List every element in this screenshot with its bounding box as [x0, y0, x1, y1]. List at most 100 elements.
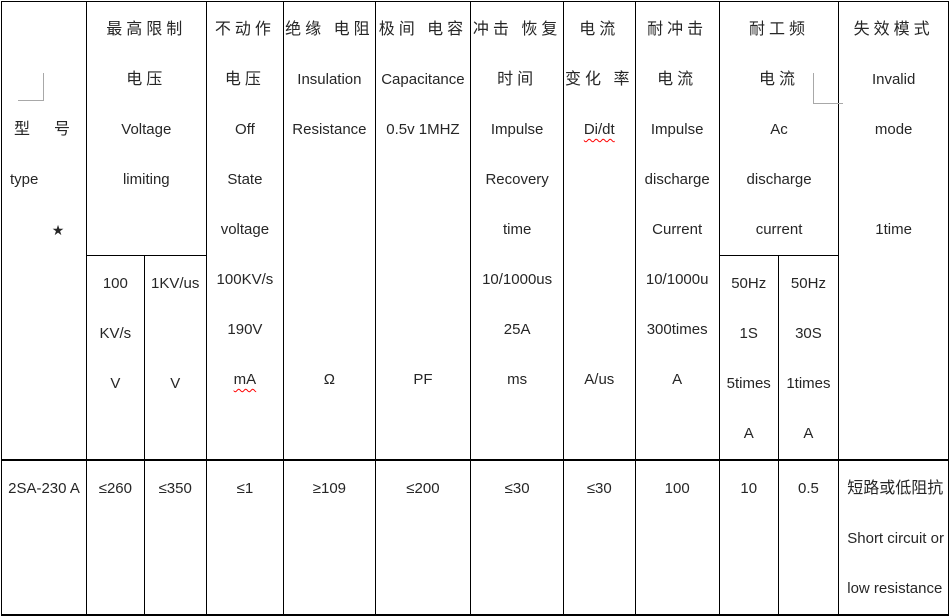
cell-line [146, 309, 205, 359]
cell-line: 30S [795, 325, 822, 342]
cell-line: ≤350 [158, 480, 192, 497]
header-capacitance: 极间 电容 Capacitance 0.5v 1MHZ PF [374, 1, 472, 461]
cell-failure-mode: 短路或低阻抗 Short circuit or low resistance [838, 459, 949, 616]
cell-line: limiting [122, 171, 170, 188]
header-current-rate-di-dt: 电流 变化 率 Di/dt A/us [563, 1, 636, 461]
cell-line: 耐工频 [749, 21, 810, 38]
cell-line: voltage [220, 221, 270, 238]
cell-line [377, 205, 470, 255]
cell-line: Insulation [297, 71, 362, 88]
cell-line: A [803, 425, 814, 442]
cell-line: 绝缘 电阻 [285, 21, 374, 38]
cell-line [377, 155, 470, 205]
header-insulation-resistance: 绝缘 电阻 Insulation Resistance Ω [283, 1, 376, 461]
cell-line: 10/1000us [482, 271, 553, 288]
cell-line: 电流 [759, 71, 800, 88]
cell-line: 电流 [657, 71, 698, 88]
cell-ac-discharge-30s: 0.5 [777, 459, 840, 616]
star-icon: ★ [51, 222, 65, 238]
cell-line: 失效模式 [853, 21, 934, 38]
cell-line: 时间 [497, 71, 538, 88]
cell-line: 100 [664, 480, 690, 497]
cell-line: ≤200 [406, 480, 440, 497]
cell-line: Invalid [871, 71, 916, 88]
cell-line: Short circuit or [847, 530, 944, 547]
cell-line: 电流 [579, 21, 620, 38]
cell-line: 10/1000u [645, 271, 709, 288]
cell-line: Off [235, 121, 255, 138]
cell-line: A [672, 371, 683, 388]
cell-line: 50Hz [731, 275, 767, 292]
cell-line: mode [874, 121, 913, 138]
cell-line: 短路或低阻抗 [847, 480, 944, 497]
subheader-50hz-30s-1times: 50Hz 30S 1times A [777, 255, 840, 461]
cell-line: 冲击 恢复 [472, 21, 562, 38]
cell-line [377, 305, 470, 355]
type-title-cn: 型 号 [13, 121, 74, 138]
cell-line: 电压 [126, 71, 167, 88]
cell-line: ≥109 [312, 480, 347, 497]
cell-line: V [110, 375, 121, 392]
cell-line: 1KV/us [151, 275, 200, 292]
header-ac-discharge-current: 耐工频 电流 Ac discharge current [718, 1, 843, 256]
cell-di-dt: ≤30 [563, 459, 636, 616]
cell-line [840, 155, 947, 205]
cell-line: 耐冲击 [647, 21, 708, 38]
cell-line: 100KV/s [216, 271, 274, 288]
header-off-state-voltage: 不动作 电压 Off State voltage 100KV/s 190V mA [205, 1, 285, 461]
cell-line: mA [233, 371, 257, 388]
cell-line: State [227, 171, 263, 188]
cell-line: Ac [770, 121, 788, 138]
cell-line: 0.5v 1MHZ [386, 121, 460, 138]
cell-line: 变化 率 [565, 71, 634, 88]
cell-line [377, 255, 470, 305]
cell-line: Impulse [490, 121, 544, 138]
header-row-sub: 100 KV/s V 1KV/us V 50Hz 1S 5times A 50Hz 30S 1t… [2, 255, 949, 461]
data-row: 2SA-230 A ≤260 ≤350 ≤1 ≥109 ≤200 ≤30 ≤30… [1, 459, 949, 616]
cell-impulse-recovery-time: ≤30 [470, 459, 565, 616]
cell-line: 300times [646, 321, 708, 338]
cell-line: low resistance [847, 580, 943, 597]
cell-line: 最高限制 [106, 21, 187, 38]
corner-mark-icon [18, 73, 44, 101]
cell-line: 1times [786, 375, 831, 392]
cell-line: Current [652, 221, 703, 238]
header-impulse-recovery-time: 冲击 恢复 时间 Impulse Recovery time 10/1000us 25A ms [470, 1, 565, 461]
cell-line: Resistance [292, 121, 367, 138]
header-type-cell: 型 号 type ★ [1, 1, 87, 461]
cell-line: PF [413, 371, 433, 388]
cell-line [565, 155, 633, 205]
cell-line: Voltage [121, 121, 172, 138]
cell-line: 50Hz [790, 275, 826, 292]
cell-line: 190V [227, 321, 263, 338]
cell-line [285, 205, 373, 255]
cell-ac-discharge-1s: 10 [718, 459, 779, 616]
corner-mark-icon [812, 73, 843, 104]
cell-insulation-resistance: ≥109 [283, 459, 376, 616]
cell-type-value: 2SA-230 A [1, 459, 87, 616]
cell-line: 100 [102, 275, 128, 292]
cell-line: Ω [323, 371, 335, 388]
cell-line: 1S [739, 325, 758, 342]
cell-line [285, 305, 373, 355]
cell-line: discharge [644, 171, 710, 188]
cell-line: time [502, 221, 532, 238]
cell-line: 电压 [224, 71, 265, 88]
cell-line: ≤260 [98, 480, 132, 497]
cell-line: 25A [503, 321, 531, 338]
cell-max-limit-100kvs: ≤260 [85, 459, 145, 616]
cell-line: Impulse [650, 121, 704, 138]
subheader-100kvs: 100 KV/s V [85, 255, 145, 461]
cell-line: ≤30 [586, 480, 612, 497]
cell-line [3, 5, 85, 55]
cell-line: 2SA-230 A [8, 480, 80, 497]
cell-line: ≤30 [504, 480, 530, 497]
cell-line [285, 255, 373, 305]
cell-impulse-discharge-current: 100 [634, 459, 720, 616]
cell-line: current [755, 221, 803, 238]
cell-line: Di/dt [583, 121, 615, 138]
cell-line: 10 [740, 480, 758, 497]
cell-line: Capacitance [381, 71, 465, 88]
cell-line: V [170, 375, 181, 392]
subheader-1kvus: 1KV/us V [143, 255, 207, 461]
